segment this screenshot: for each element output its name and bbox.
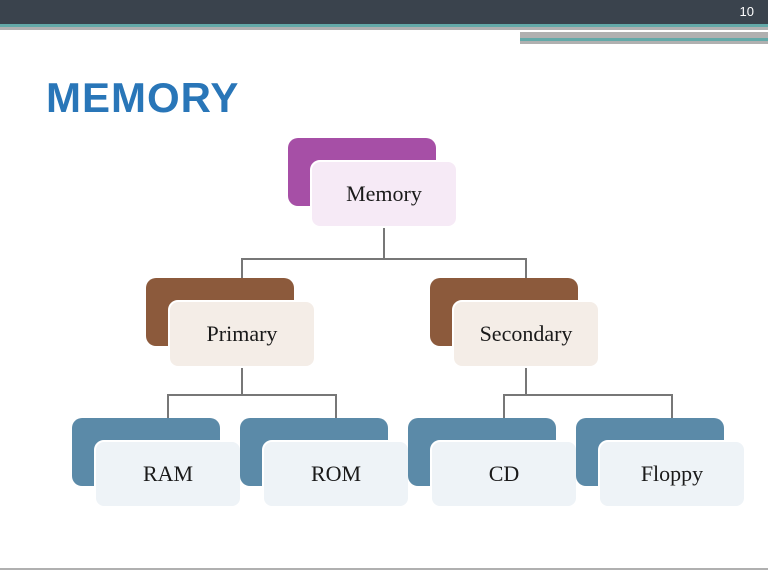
top-bar: 10 [0, 0, 768, 24]
connector-line [525, 258, 527, 278]
node-label: Primary [168, 300, 316, 368]
connector-line [335, 394, 337, 418]
connector-line [383, 228, 385, 258]
connector-line [525, 368, 527, 394]
page-number: 10 [740, 4, 754, 19]
accent-line [0, 27, 768, 30]
memory-tree-diagram: Memory Primary Secondary RAM ROM CD Floppy [0, 140, 768, 560]
accent-line [520, 41, 768, 44]
bottom-divider [0, 568, 768, 570]
connector-line [241, 368, 243, 394]
node-label: Secondary [452, 300, 600, 368]
node-label: RAM [94, 440, 242, 508]
tree-node-primary: Primary [168, 300, 316, 368]
connector-line [167, 394, 169, 418]
tree-node-ram: RAM [94, 440, 242, 508]
tree-node-cd: CD [430, 440, 578, 508]
node-label: Floppy [598, 440, 746, 508]
tree-node-secondary: Secondary [452, 300, 600, 368]
node-label: Memory [310, 160, 458, 228]
connector-line [241, 258, 243, 278]
tree-node-memory: Memory [310, 160, 458, 228]
connector-line [503, 394, 673, 396]
node-label: ROM [262, 440, 410, 508]
tree-node-floppy: Floppy [598, 440, 746, 508]
accent-lines [0, 24, 768, 46]
connector-line [503, 394, 505, 418]
tree-node-rom: ROM [262, 440, 410, 508]
connector-line [167, 394, 337, 396]
connector-line [671, 394, 673, 418]
node-label: CD [430, 440, 578, 508]
connector-line [241, 258, 527, 260]
slide-title: MEMORY [46, 74, 239, 122]
